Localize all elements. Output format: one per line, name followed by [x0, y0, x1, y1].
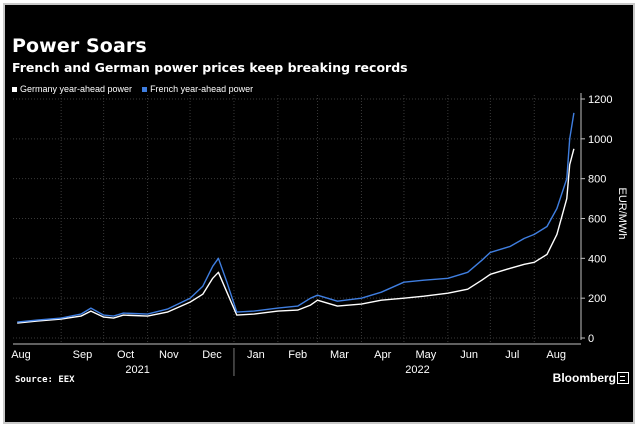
x-tick-label: Feb [288, 349, 307, 361]
x-year-label: 2022 [405, 364, 429, 376]
legend-label-france: French year-ahead power [150, 84, 254, 94]
france-series-line [17, 112, 575, 323]
chart-legend: Germany year-ahead power French year-ahe… [12, 84, 253, 94]
y-tick-label: 0 [588, 333, 594, 345]
germany-series-line [17, 148, 575, 324]
y-tick-label: 400 [588, 253, 606, 265]
x-tick-label: Jul [505, 349, 519, 361]
series-lines [17, 112, 575, 324]
y-tick-label: 200 [588, 293, 606, 305]
line-chart: 0 200 400 600 800 1000 1200 EUR/MWh Aug Sep Oct Nov… [11, 93, 628, 376]
axes [13, 93, 585, 376]
x-tick-label: Jan [247, 349, 265, 361]
y-tick-label: 1000 [588, 134, 612, 146]
bloomberg-logo: Bloomberg [552, 371, 616, 385]
chart-title: Power Soars [12, 35, 147, 57]
legend-swatch-france [142, 86, 148, 92]
y-axis-title: EUR/MWh [616, 188, 628, 240]
y-tick-label: 1200 [588, 94, 612, 106]
legend-swatch-germany [12, 86, 17, 92]
source-note: Source: EEX [15, 375, 75, 385]
x-tick-label: Aug [546, 349, 566, 361]
x-tick-label: Dec [202, 349, 222, 361]
x-tick-label: Aug [11, 349, 31, 361]
legend-label-germany: Germany year-ahead power [20, 84, 133, 94]
x-year-label: 2021 [125, 364, 149, 376]
legend-item-germany: Germany year-ahead power [12, 84, 132, 94]
x-tick-label: Jun [460, 349, 478, 361]
x-tick-label: Nov [159, 349, 179, 361]
x-tick-label: May [416, 349, 437, 361]
x-tick-label: Oct [117, 349, 134, 361]
legend-item-france: French year-ahead power [142, 84, 253, 94]
bloomberg-badge-icon [617, 372, 629, 384]
x-tick-label: Mar [330, 349, 349, 361]
x-tick-label: Apr [374, 349, 391, 361]
y-tick-label: 600 [588, 214, 606, 226]
y-tick-label: 800 [588, 174, 606, 186]
chart-frame: Power Soars French and German power pric… [3, 3, 635, 424]
axis-labels: 0 200 400 600 800 1000 1200 EUR/MWh Aug Sep Oct Nov… [11, 94, 628, 376]
x-tick-label: Sep [73, 349, 93, 361]
chart-subtitle: French and German power prices keep brea… [12, 60, 408, 75]
